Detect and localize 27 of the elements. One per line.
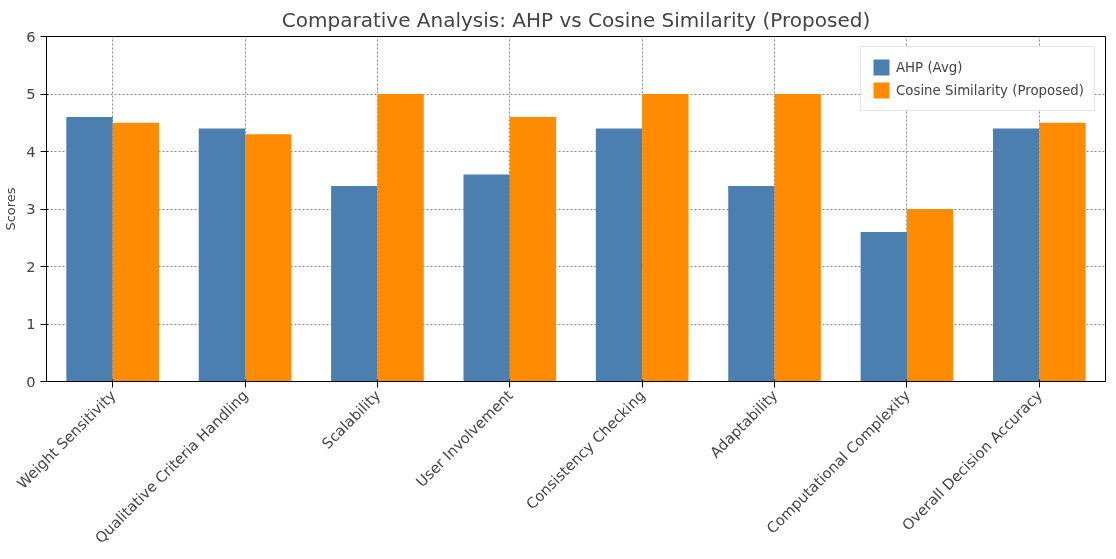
bar bbox=[642, 94, 689, 382]
bar bbox=[992, 128, 1040, 382]
bar bbox=[906, 209, 954, 382]
bar bbox=[245, 134, 292, 382]
bar bbox=[112, 122, 160, 382]
bar bbox=[595, 128, 643, 382]
bar bbox=[728, 186, 775, 382]
bar bbox=[860, 232, 907, 382]
y-tick-label: 0 bbox=[26, 372, 36, 390]
legend-label: Cosine Similarity (Proposed) bbox=[895, 82, 1084, 98]
y-tick-label: 2 bbox=[26, 257, 36, 275]
bar bbox=[774, 94, 821, 382]
y-tick-label: 5 bbox=[26, 85, 36, 102]
bar bbox=[1039, 122, 1086, 382]
bar bbox=[66, 117, 113, 382]
y-tick-label: 3 bbox=[26, 200, 36, 217]
bar bbox=[377, 94, 424, 382]
chart-title: Comparative Analysis: AHP vs Cosine Similarity (Proposed) bbox=[281, 7, 871, 32]
y-axis-title: Scores bbox=[3, 187, 19, 231]
bar bbox=[198, 128, 246, 382]
bar bbox=[331, 186, 378, 382]
legend-label: AHP (Avg) bbox=[895, 59, 963, 75]
y-tick-label: 6 bbox=[26, 27, 36, 45]
bar bbox=[509, 117, 557, 382]
y-tick-label: 4 bbox=[26, 142, 36, 160]
bar bbox=[463, 174, 510, 382]
y-tick-label: 1 bbox=[26, 315, 36, 332]
